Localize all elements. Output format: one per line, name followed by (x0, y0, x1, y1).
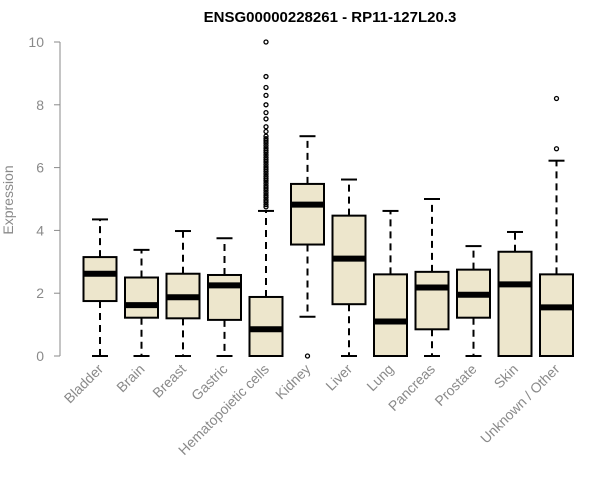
outlier-point (263, 173, 269, 180)
box-liver (331, 178, 367, 357)
x-tick-label: Lung (363, 361, 396, 394)
x-tick-label: Bladder (61, 361, 107, 407)
box-skin (497, 230, 533, 357)
outlier-point (263, 92, 269, 99)
x-tick-label: Unknown / Other (477, 361, 563, 447)
box-pancreas (414, 198, 450, 357)
box-brain (124, 248, 159, 357)
box-iqr (82, 256, 118, 303)
outlier-point (263, 133, 269, 139)
y-tick-label: 2 (36, 285, 44, 301)
x-tick-label: Brain (113, 361, 147, 395)
box-iqr (373, 273, 408, 357)
outlier-point (263, 152, 269, 158)
box-prostate (456, 245, 491, 357)
box-iqr (124, 276, 159, 319)
outlier-point (263, 145, 269, 151)
outlier-point (263, 190, 269, 196)
box-bladder (82, 218, 118, 357)
outlier-point (263, 180, 269, 186)
outlier-point (263, 102, 269, 108)
x-tick-label: Prostate (431, 361, 479, 409)
outlier-point (263, 199, 269, 205)
outlier-point (263, 192, 269, 198)
outlier-point (553, 95, 560, 102)
y-tick-label: 8 (36, 97, 44, 113)
y-axis-label: Expression (0, 165, 16, 234)
box-hematopoietic-cells (248, 39, 284, 357)
outlier-point (263, 194, 269, 201)
x-tick-label: Liver (322, 361, 355, 394)
x-tick-label: Breast (149, 361, 189, 401)
y-tick-label: 0 (36, 348, 44, 364)
outlier-point (263, 147, 269, 153)
outlier-point (304, 353, 311, 359)
y-tick-label: 4 (36, 222, 44, 238)
outlier-point (263, 138, 269, 144)
box-iqr (207, 273, 242, 321)
y-tick-label: 6 (36, 160, 44, 176)
box-kidney (290, 135, 325, 359)
outlier-point (263, 166, 269, 172)
outlier-point (263, 128, 269, 135)
outlier-point (263, 39, 269, 45)
outlier-point (263, 197, 269, 203)
outlier-point (263, 183, 269, 189)
outlier-point (263, 136, 269, 142)
outlier-point (263, 154, 269, 161)
box-gastric (207, 237, 242, 357)
outlier-point (263, 124, 269, 130)
box-series (82, 39, 574, 359)
y-axis: 0 2 4 6 8 10 (28, 34, 61, 364)
box-iqr (539, 273, 574, 357)
outlier-point (263, 202, 269, 208)
x-tick-label: Skin (491, 361, 522, 392)
outlier-point (263, 110, 269, 116)
outlier-point (263, 175, 269, 182)
outlier-point (263, 73, 269, 80)
box-lung (373, 209, 408, 357)
outlier-point (263, 142, 269, 149)
box-iqr (414, 270, 450, 331)
y-tick-label: 10 (28, 34, 44, 50)
chart-title: ENSG00000228261 - RP11-127L20.3 (204, 9, 457, 26)
outlier-point (263, 161, 269, 168)
outlier-point (263, 116, 269, 122)
box-iqr (497, 250, 533, 357)
outlier-point (263, 157, 269, 163)
outlier-point (553, 146, 560, 152)
box-iqr (290, 182, 325, 246)
outlier-point (263, 185, 269, 191)
outlier-point (263, 171, 269, 177)
box-breast (165, 230, 201, 357)
x-tick-label: Kidney (272, 361, 314, 403)
outlier-point (263, 84, 269, 91)
outlier-point (263, 204, 269, 210)
box-unknown-other (539, 95, 574, 357)
outlier-point (263, 164, 269, 170)
